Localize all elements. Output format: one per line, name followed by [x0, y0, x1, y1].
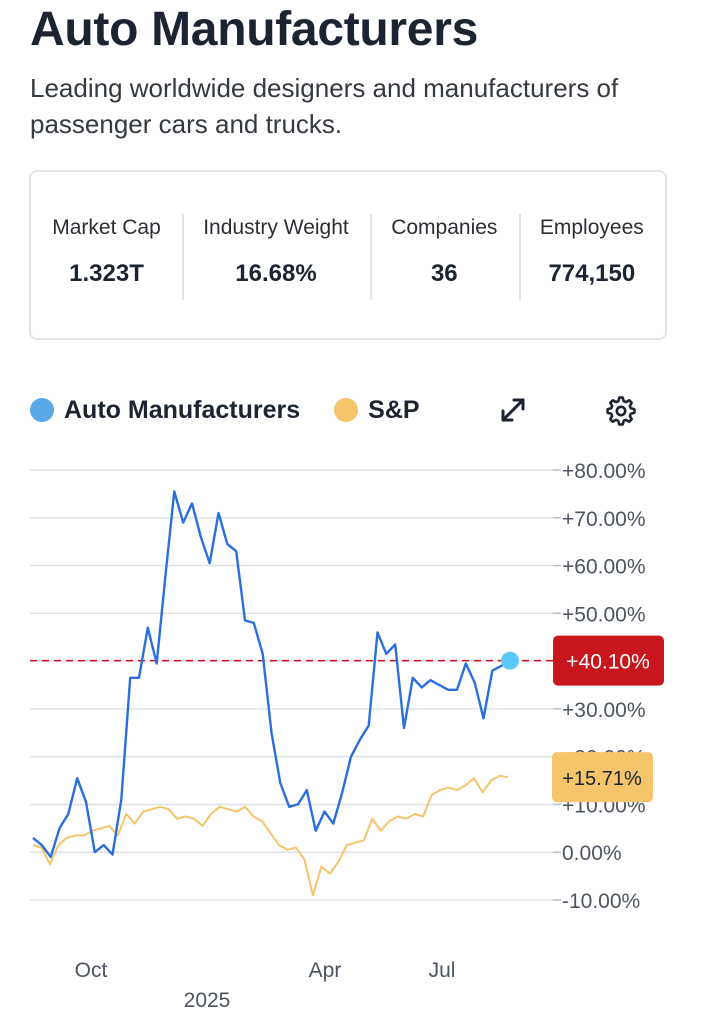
last-value-label-sp: +15.71%	[562, 768, 642, 790]
stat-label: Market Cap	[52, 216, 161, 239]
line-chart: +80.00%+70.00%+60.00%+50.00%+30.00%+20.0…	[30, 460, 664, 1012]
y-tick-label: +70.00%	[562, 508, 646, 531]
x-tick-label: Oct	[75, 959, 108, 982]
y-tick-label: +50.00%	[562, 603, 646, 626]
stat-value: 36	[430, 260, 458, 287]
y-tick-label: -10.00%	[562, 890, 640, 913]
stat-employees: Employees 774,150	[518, 172, 665, 338]
y-tick-label: 0.00%	[562, 842, 622, 865]
page-subtitle: Leading worldwide designers and manufact…	[30, 73, 619, 139]
last-value-label-auto: +40.10%	[566, 651, 650, 674]
last-value-badge-auto	[553, 635, 664, 686]
stat-label: Companies	[391, 216, 498, 239]
y-tick-label: +30.00%	[562, 699, 646, 722]
stat-label: Employees	[539, 216, 644, 239]
legend-dot-sp	[334, 398, 359, 422]
x-tick-label: Apr	[309, 959, 342, 982]
legend-label: Auto Manufacturers	[64, 395, 301, 424]
stat-label: Industry Weight	[203, 216, 349, 239]
stat-value: 774,150	[548, 260, 636, 287]
expand-arrows-icon[interactable]	[496, 393, 530, 427]
stat-industry-weight: Industry Weight 16.68%	[182, 172, 370, 338]
page-title: Auto Manufacturers	[30, 3, 478, 56]
legend-item-sp[interactable]: S&P	[334, 395, 420, 425]
gear-outline	[606, 396, 636, 426]
y-tick-label: +60.00%	[562, 556, 646, 579]
legend-label: S&P	[368, 395, 420, 424]
series-line-sp	[32, 774, 509, 897]
stat-value: 1.323T	[69, 260, 144, 287]
stat-market-cap: Market Cap 1.323T	[31, 172, 182, 338]
stat-value: 16.68%	[235, 260, 317, 287]
x-tick-label: Jul	[429, 959, 456, 982]
series-line-auto	[32, 490, 511, 859]
stats-card: Market Cap 1.323T Industry Weight 16.68%…	[29, 170, 667, 340]
last-point-marker	[501, 651, 519, 670]
gear-icon[interactable]	[603, 393, 639, 429]
stat-companies: Companies 36	[369, 172, 519, 338]
legend-dot-auto	[30, 398, 54, 422]
y-tick-label: +80.00%	[562, 460, 646, 483]
legend-item-auto-manufacturers[interactable]: Auto Manufacturers	[30, 396, 300, 425]
last-value-badge-sp	[552, 752, 653, 803]
x-year-label: 2025	[184, 989, 231, 1012]
chart-legend: Auto Manufacturers S&P	[30, 392, 454, 428]
